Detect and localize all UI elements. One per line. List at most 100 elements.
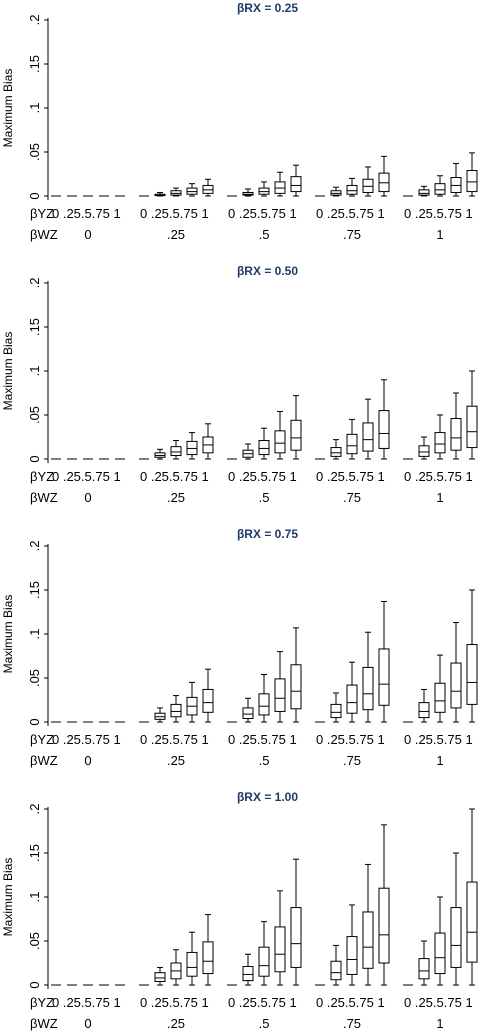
beta-yz-tick-labels: 0 .25.5.75 1	[228, 206, 297, 221]
box-plot	[362, 166, 374, 197]
beta-wz-group-label: 1	[436, 753, 443, 768]
box-plot	[330, 944, 342, 986]
beta-wz-label: βWZ	[30, 490, 58, 505]
y-tick-label: .05	[27, 406, 42, 424]
beta-wz-group-label: .75	[343, 490, 361, 505]
box-plot	[362, 398, 374, 460]
box-rect	[170, 703, 182, 718]
beta-wz-group-label: 1	[436, 1016, 443, 1031]
box-plot	[258, 673, 270, 723]
beta-yz-tick-labels: 0 .25.5.75 1	[228, 732, 297, 747]
y-axis-title: Maximum Bias	[1, 858, 15, 937]
box-plot	[346, 418, 358, 460]
y-tick-label: .15	[27, 844, 42, 862]
box-plot	[434, 414, 446, 460]
y-axis-title: Maximum Bias	[1, 595, 15, 674]
box-plot	[274, 651, 286, 723]
box-rect	[202, 941, 214, 975]
box-plot	[258, 427, 270, 460]
box-rect	[378, 648, 390, 706]
box-plot	[154, 191, 166, 197]
beta-yz-tick-labels: 0 .25.5.75 1	[316, 469, 385, 484]
box-rect	[450, 907, 462, 968]
beta-yz-tick-labels: 0 .25.5.75 1	[52, 732, 121, 747]
y-axis-title: Maximum Bias	[1, 332, 15, 411]
box-plot	[186, 432, 198, 460]
beta-wz-group-label: .25	[167, 227, 185, 242]
box-plot	[450, 622, 462, 723]
y-tick-label: .05	[27, 143, 42, 161]
beta-yz-tick-labels: 0 .25.5.75 1	[52, 995, 121, 1010]
y-tick-label: .05	[27, 932, 42, 950]
box-rect	[362, 422, 374, 452]
beta-wz-label: βWZ	[30, 227, 58, 242]
beta-yz-tick-labels: 0 .25.5.75 1	[140, 469, 209, 484]
box-rect	[330, 703, 342, 719]
box-plot	[258, 921, 270, 986]
box-rect	[274, 926, 286, 973]
beta-yz-tick-labels: 0 .25.5.75 1	[228, 469, 297, 484]
box-rect	[346, 184, 358, 195]
box-rect	[418, 958, 430, 980]
box-plot	[186, 681, 198, 723]
y-tick-label: .2	[27, 15, 42, 26]
box-plot	[346, 904, 358, 986]
beta-yz-tick-labels: 0 .25.5.75 1	[404, 469, 473, 484]
box-rect	[290, 907, 302, 968]
beta-wz-group-label: 0	[84, 753, 91, 768]
box-rect	[186, 951, 198, 977]
beta-wz-group-label: .5	[259, 1016, 270, 1031]
box-plot	[290, 164, 302, 197]
box-plot	[170, 440, 182, 460]
box-plot	[290, 858, 302, 986]
beta-wz-group-label: 0	[84, 1016, 91, 1031]
box-plot	[170, 695, 182, 723]
y-tick-label: 0	[27, 192, 42, 199]
box-rect	[290, 664, 302, 710]
beta-wz-group-label: 0	[84, 490, 91, 505]
beta-wz-label: βWZ	[30, 753, 58, 768]
box-rect	[154, 972, 166, 982]
box-plot	[450, 392, 462, 460]
box-rect	[450, 662, 462, 709]
y-tick-label: 0	[27, 455, 42, 462]
panel-title: βRX = 0.50	[237, 264, 298, 278]
box-plot	[170, 187, 182, 197]
box-plot	[378, 600, 390, 723]
box-rect	[242, 707, 254, 719]
box-plot	[346, 177, 358, 197]
box-rect	[258, 946, 270, 977]
box-plot	[330, 186, 342, 197]
panel-title: βRX = 1.00	[237, 790, 298, 804]
box-plot	[418, 688, 430, 723]
box-rect	[242, 966, 254, 982]
beta-yz-label: βYZ	[30, 995, 54, 1010]
box-plot	[378, 155, 390, 197]
box-rect	[330, 960, 342, 981]
beta-yz-tick-labels: 0 .25.5.75 1	[404, 732, 473, 747]
beta-wz-group-label: .25	[167, 753, 185, 768]
panel-title: βRX = 0.25	[237, 1, 298, 15]
beta-wz-group-label: .75	[343, 1016, 361, 1031]
beta-yz-tick-labels: 0 .25.5.75 1	[316, 995, 385, 1010]
box-rect	[346, 936, 358, 975]
box-rect	[434, 932, 446, 975]
box-plot	[242, 443, 254, 460]
beta-yz-tick-labels: 0 .25.5.75 1	[52, 469, 121, 484]
box-plot	[290, 627, 302, 723]
beta-yz-tick-labels: 0 .25.5.75 1	[140, 995, 209, 1010]
box-plot	[466, 370, 478, 460]
y-tick-label: 0	[27, 718, 42, 725]
box-plot	[466, 589, 478, 723]
box-plot	[346, 661, 358, 723]
y-tick-label: .1	[27, 629, 42, 640]
box-plot	[466, 808, 478, 986]
beta-wz-group-label: .5	[259, 753, 270, 768]
box-plot	[418, 436, 430, 460]
beta-wz-group-label: 1	[436, 490, 443, 505]
box-plot	[154, 966, 166, 986]
beta-wz-group-label: .5	[259, 490, 270, 505]
